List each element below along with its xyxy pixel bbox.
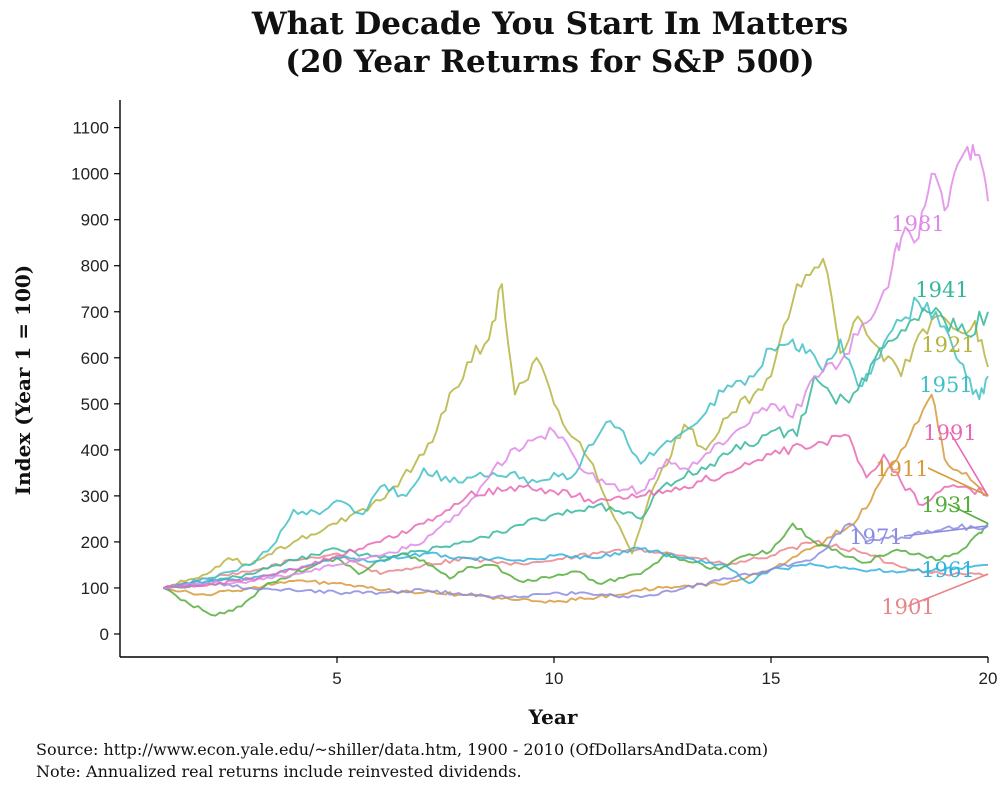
y-tick-label: 600 xyxy=(81,349,109,368)
y-tick-label: 900 xyxy=(81,211,109,230)
series-label-1961: 1961 xyxy=(921,558,974,582)
label-layer: 1981 1941 1921 1951 1991 1911 1931 1971 1961 1901 xyxy=(849,212,989,619)
y-tick-label: 1100 xyxy=(72,119,109,138)
returns-note: Note: Annualized real returns include re… xyxy=(36,762,522,781)
series-label-1971: 1971 xyxy=(849,525,902,549)
series-label-1951: 1951 xyxy=(919,373,972,397)
y-tick-label: 700 xyxy=(81,303,109,322)
series-label-1931: 1931 xyxy=(921,493,974,517)
tick-layer: 0 100 200 300 400 500 600 700 800 900 1000 1100 5 10 1… xyxy=(71,119,997,688)
y-axis-title: Index (Year 1 = 100) xyxy=(11,265,35,496)
series-layer xyxy=(162,143,989,617)
series-label-1991: 1991 xyxy=(923,421,976,445)
series-label-1981: 1981 xyxy=(891,212,944,236)
x-tick-label: 10 xyxy=(545,669,564,688)
y-tick-label: 1000 xyxy=(71,165,109,184)
x-tick-label: 15 xyxy=(762,669,781,688)
series-label-1921: 1921 xyxy=(921,333,974,357)
series-label-1911: 1911 xyxy=(875,457,928,481)
chart-title-line-1: What Decade You Start In Matters xyxy=(251,6,848,42)
y-tick-label: 200 xyxy=(81,533,109,552)
label-leader-1931 xyxy=(947,503,989,525)
label-leader-1901 xyxy=(907,573,989,607)
y-tick-label: 500 xyxy=(81,395,109,414)
series-line-1941 xyxy=(163,306,989,590)
chart-title-line-2: (20 Year Returns for S&P 500) xyxy=(285,44,814,80)
series-line-1991 xyxy=(163,433,989,589)
x-tick-label: 20 xyxy=(979,669,998,688)
series-line-1911 xyxy=(163,393,989,604)
series-line-1931 xyxy=(163,522,989,617)
series-label-1901: 1901 xyxy=(881,595,934,619)
label-leader-1971 xyxy=(903,525,989,537)
series-line-1971 xyxy=(163,522,989,599)
series-line-1951 xyxy=(163,296,989,589)
series-line-1921 xyxy=(163,257,989,589)
label-leader-1991 xyxy=(949,431,989,497)
series-label-1941: 1941 xyxy=(915,278,968,302)
source-note: Source: http://www.econ.yale.edu/~shille… xyxy=(36,740,769,759)
series-line-1901 xyxy=(162,539,989,589)
x-axis-title: Year xyxy=(528,705,578,729)
y-tick-label: 300 xyxy=(81,487,109,506)
series-line-1981 xyxy=(163,143,989,589)
y-tick-label: 100 xyxy=(81,579,109,598)
y-tick-label: 800 xyxy=(81,257,109,276)
chart: What Decade You Start In Matters (20 Yea… xyxy=(11,6,997,729)
label-leader-1911 xyxy=(927,467,989,497)
y-tick-label: 0 xyxy=(100,625,109,644)
y-tick-label: 400 xyxy=(81,441,109,460)
x-tick-label: 5 xyxy=(332,669,341,688)
